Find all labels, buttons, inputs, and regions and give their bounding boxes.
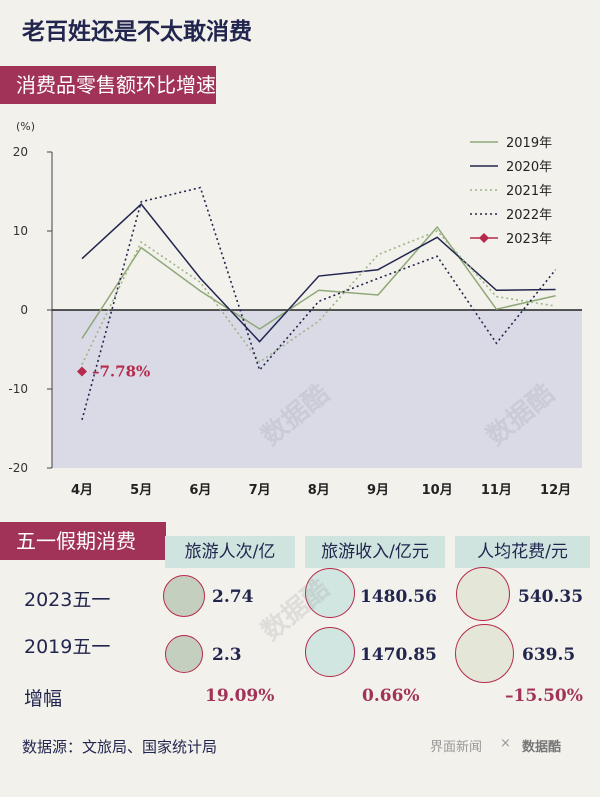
y-axis-unit-label: (%) [16,120,35,133]
growth-trips: 19.09% [205,686,275,706]
y-tick-label: 10 [13,224,28,238]
growth-per-capita: –15.50% [505,686,583,706]
line-chart: (%) 20 10 0 -10 -20 4月 5月 6月 7月 8月 9月 10月 11月 12月 –7.78… [8,120,582,498]
legend-label: 2022年 [506,208,552,223]
row-label-growth: 增幅 [24,688,63,710]
y-tick-label: -20 [8,461,28,475]
y-tick-label: 20 [13,145,28,159]
bubble-revenue-2023 [305,568,355,618]
series-line-1 [81,203,556,343]
column-header-per-capita: 人均花费/元 [455,536,590,568]
legend-label: 2019年 [506,136,552,151]
value-revenue-2019: 1470.85 [360,645,437,665]
y-tick-label: 0 [20,303,28,317]
brand-shujuku-logo: 数据酷 [522,740,562,755]
data-point-2023 [77,366,87,377]
brand-jiemian-logo: 界面新闻 [430,740,483,755]
negative-region-shade [52,310,582,468]
value-revenue-2023: 1480.56 [360,587,437,607]
column-header-trips: 旅游人次/亿 [165,536,295,568]
value-trips-2019: 2.3 [212,645,242,665]
page-title: 老百姓还是不太敢消费 [22,19,252,45]
value-per-capita-2023: 540.35 [518,587,584,607]
bubble-per-capita-2019 [455,624,514,683]
brand-separator: × [500,736,511,751]
x-tick-label: 4月 [71,483,93,498]
x-tick-label: 6月 [189,483,211,498]
x-tick-label: 10月 [422,483,453,498]
legend-label: 2021年 [506,184,552,199]
x-tick-label: 5月 [130,483,152,498]
data-source: 数据源：文旅局、国家统计局 [22,738,218,756]
section-header-retail: 消费品零售额环比增速 [0,66,216,104]
legend-label: 2020年 [506,160,552,175]
y-tick-label: -10 [8,382,28,396]
bubble-revenue-2019 [305,627,355,677]
series-line-0 [81,225,556,339]
x-tick-label: 9月 [367,483,389,498]
x-tick-label: 11月 [481,483,512,498]
bubble-trips-2019 [165,635,203,673]
value-trips-2023: 2.74 [212,587,254,607]
growth-revenue: 0.66% [362,686,420,706]
x-tick-label: 7月 [249,483,271,498]
legend-marker [479,233,489,243]
annotation-2023-value: –7.78% [92,362,150,380]
legend-label: 2023年 [506,232,552,247]
series-line-3 [81,186,557,421]
x-tick-label: 12月 [540,483,571,498]
x-tick-label: 8月 [308,483,330,498]
column-header-revenue: 旅游收入/亿元 [305,536,445,568]
value-per-capita-2019: 639.5 [522,645,576,665]
bubble-trips-2023 [163,575,205,617]
row-label-2023: 2023五一 [24,589,111,611]
row-label-2019: 2019五一 [24,636,111,658]
series-line-2 [81,230,556,365]
section-header-mayday: 五一假期消费 [0,522,166,560]
bubble-per-capita-2023 [456,567,510,621]
